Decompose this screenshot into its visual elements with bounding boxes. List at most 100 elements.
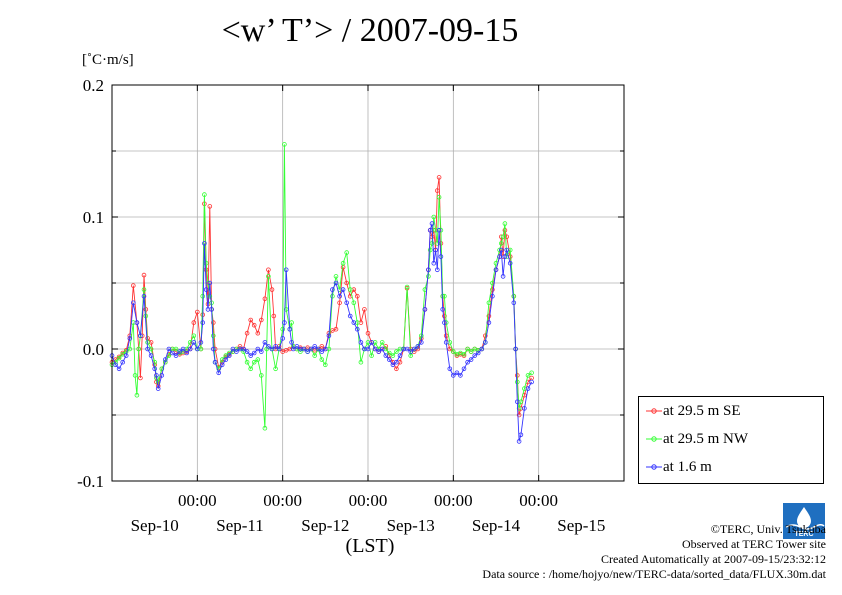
data-point <box>438 254 444 259</box>
data-point <box>211 333 216 339</box>
data-point <box>404 284 410 290</box>
data-point <box>376 349 382 354</box>
data-point <box>227 353 232 358</box>
x-date-label: Sep-15 <box>557 516 605 535</box>
x-date-label: Sep-10 <box>131 516 179 535</box>
data-point <box>475 350 481 356</box>
series-line-1 <box>111 177 532 416</box>
data-point <box>333 280 339 286</box>
data-point <box>429 221 435 226</box>
y-tick-label: 0.0 <box>83 340 104 359</box>
data-point <box>507 260 513 266</box>
y-tick-label: -0.1 <box>77 472 104 491</box>
data-point <box>344 250 350 255</box>
data-point <box>397 353 403 358</box>
data-point <box>379 340 385 345</box>
data-point <box>251 322 257 328</box>
data-point <box>266 344 271 349</box>
data-point <box>394 349 399 354</box>
footer-credits: ©TERC, Univ. Tsukuba Observed at TERC To… <box>482 522 826 582</box>
data-point <box>138 375 143 381</box>
data-point <box>436 194 442 200</box>
data-point <box>458 373 463 378</box>
data-point <box>212 359 218 365</box>
data-point <box>379 346 385 352</box>
data-point <box>170 350 175 356</box>
data-point <box>223 357 229 362</box>
data-point <box>434 241 440 246</box>
data-point <box>468 349 474 354</box>
data-point <box>431 214 437 220</box>
data-point <box>141 287 147 292</box>
data-point <box>154 373 159 378</box>
data-point <box>525 373 531 378</box>
data-point <box>248 366 254 372</box>
data-point <box>173 346 179 352</box>
data-point <box>262 340 268 345</box>
data-point <box>511 300 517 306</box>
x-tick-label: 00:00 <box>263 491 302 510</box>
data-point <box>461 351 467 357</box>
data-point <box>136 346 142 352</box>
data-point <box>490 293 495 299</box>
data-point <box>134 392 140 398</box>
data-point <box>262 296 268 302</box>
data-point <box>138 333 143 339</box>
data-point <box>513 346 518 352</box>
legend-label-29-5m-nw: at 29.5 m NW <box>663 431 748 447</box>
data-point <box>415 344 421 349</box>
data-point <box>333 274 339 279</box>
data-point <box>498 241 504 246</box>
data-point <box>472 353 478 358</box>
data-point <box>427 247 433 253</box>
data-point <box>502 221 508 226</box>
data-point <box>465 346 470 352</box>
data-point <box>518 432 524 438</box>
data-point <box>280 336 286 341</box>
data-point <box>490 287 495 292</box>
data-point <box>516 412 522 418</box>
data-point <box>442 313 447 319</box>
data-point <box>282 142 287 147</box>
data-point <box>301 346 307 352</box>
data-point <box>141 272 147 278</box>
y-tick-label: 0.2 <box>83 76 104 95</box>
x-axis-label: (LST) <box>345 535 395 557</box>
data-point <box>207 280 213 286</box>
data-point <box>347 313 353 319</box>
data-point <box>498 247 504 253</box>
legend-symbol-29-5m-se <box>646 408 662 414</box>
data-point <box>248 353 254 358</box>
data-point <box>258 349 264 354</box>
data-point <box>120 359 125 365</box>
data-point <box>159 373 165 378</box>
data-point <box>411 346 417 352</box>
data-point <box>337 293 342 299</box>
data-point <box>244 359 250 365</box>
data-point <box>500 234 506 240</box>
footer-observed: Observed at TERC Tower site <box>681 537 826 551</box>
data-point <box>237 344 243 349</box>
data-point <box>486 300 492 306</box>
data-point <box>234 349 239 354</box>
data-point <box>516 439 522 444</box>
data-point <box>354 326 360 332</box>
data-point <box>191 340 197 345</box>
data-point <box>191 333 197 339</box>
data-point <box>461 366 467 372</box>
data-point <box>369 340 374 345</box>
data-point <box>132 373 138 378</box>
data-point <box>529 370 534 376</box>
data-point <box>333 326 339 332</box>
x-tick-label: 00:00 <box>349 491 388 510</box>
data-point <box>195 309 200 315</box>
data-point <box>369 353 374 358</box>
data-point <box>319 357 325 362</box>
data-point <box>358 359 364 365</box>
data-point <box>184 350 190 356</box>
x-tick-label: 00:00 <box>434 491 473 510</box>
data-point <box>436 175 442 180</box>
data-point <box>200 320 206 325</box>
data-point <box>207 204 213 209</box>
data-point <box>255 346 261 352</box>
